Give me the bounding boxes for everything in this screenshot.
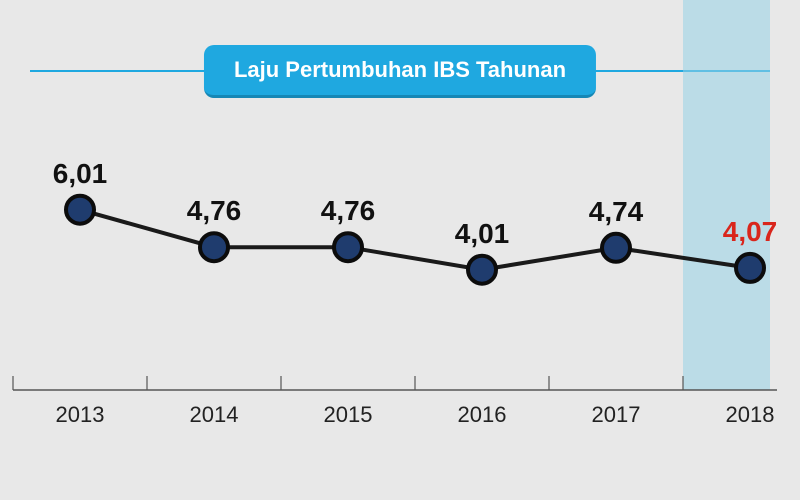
value-label: 4,07 <box>723 216 778 248</box>
data-point <box>334 233 362 261</box>
data-point <box>602 234 630 262</box>
value-label: 4,76 <box>321 195 376 227</box>
year-label: 2018 <box>726 402 775 428</box>
series-line <box>80 210 750 270</box>
year-label: 2017 <box>592 402 641 428</box>
year-label: 2015 <box>324 402 373 428</box>
data-point <box>736 254 764 282</box>
value-label: 4,01 <box>455 218 510 250</box>
line-chart-svg <box>0 0 800 500</box>
data-point <box>200 233 228 261</box>
year-label: 2014 <box>190 402 239 428</box>
year-label: 2013 <box>56 402 105 428</box>
data-point <box>66 196 94 224</box>
chart-container: Laju Pertumbuhan IBS Tahunan 6,0120134,7… <box>0 0 800 500</box>
value-label: 4,74 <box>589 196 644 228</box>
data-point <box>468 256 496 284</box>
year-label: 2016 <box>458 402 507 428</box>
value-label: 4,76 <box>187 195 242 227</box>
value-label: 6,01 <box>53 158 108 190</box>
